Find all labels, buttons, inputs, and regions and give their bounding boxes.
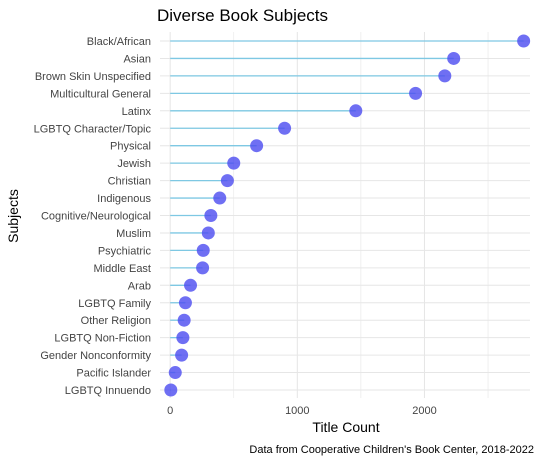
data-point	[409, 86, 423, 100]
data-point	[447, 51, 461, 65]
category-label: Latinx	[122, 106, 152, 118]
category-label: Gender Nonconformity	[40, 350, 151, 362]
data-point	[176, 331, 190, 345]
data-point	[438, 69, 452, 83]
data-point	[184, 278, 198, 292]
category-label: LGBTQ Family	[78, 298, 151, 310]
data-point	[204, 209, 218, 222]
category-label: LGBTQ Innuendo	[65, 385, 151, 397]
category-label: Multicultural General	[50, 88, 151, 100]
data-point	[175, 348, 189, 362]
category-label: Arab	[128, 280, 151, 292]
data-point	[227, 156, 241, 170]
data-point	[178, 296, 192, 310]
x-tick-label: 0	[167, 405, 173, 417]
category-label: Psychiatric	[98, 245, 152, 257]
category-label: Pacific Islander	[76, 368, 151, 380]
chart-caption: Data from Cooperative Children's Book Ce…	[249, 444, 534, 456]
category-label: Middle East	[94, 263, 151, 275]
category-label: Indigenous	[97, 193, 151, 205]
data-point	[349, 104, 363, 118]
data-point	[517, 34, 531, 48]
category-label: Cognitive/Neurological	[41, 211, 151, 223]
data-point	[278, 121, 292, 135]
y-axis-title: Subjects	[5, 189, 21, 243]
category-labels: Black/African Asian Brown Skin Unspecified…	[34, 36, 152, 397]
category-label: Other Religion	[81, 315, 151, 327]
data-point	[168, 366, 182, 380]
category-label: Black/African	[87, 36, 151, 48]
category-label: Brown Skin Unspecified	[35, 71, 151, 83]
point-layer	[164, 34, 531, 397]
category-label: LGBTQ Non-Fiction	[54, 333, 151, 345]
category-label: Physical	[110, 141, 151, 153]
category-label: LGBTQ Character/Topic	[34, 123, 152, 135]
category-label: Jewish	[117, 158, 151, 170]
data-point	[201, 226, 215, 240]
x-tick-labels: 0 1000 2000	[167, 405, 437, 417]
category-label: Christian	[108, 176, 151, 188]
x-axis-title: Title Count	[312, 419, 379, 435]
chart-title: Diverse Book Subjects	[157, 6, 328, 25]
data-point	[177, 313, 191, 327]
data-point	[213, 191, 227, 205]
data-point	[164, 383, 178, 397]
x-tick-label: 1000	[285, 405, 309, 417]
category-label: Muslim	[116, 228, 151, 240]
data-point	[196, 243, 210, 257]
data-point	[196, 261, 210, 275]
category-label: Asian	[123, 53, 151, 65]
data-point	[250, 139, 264, 153]
data-point	[220, 174, 234, 188]
x-tick-label: 2000	[412, 405, 436, 417]
